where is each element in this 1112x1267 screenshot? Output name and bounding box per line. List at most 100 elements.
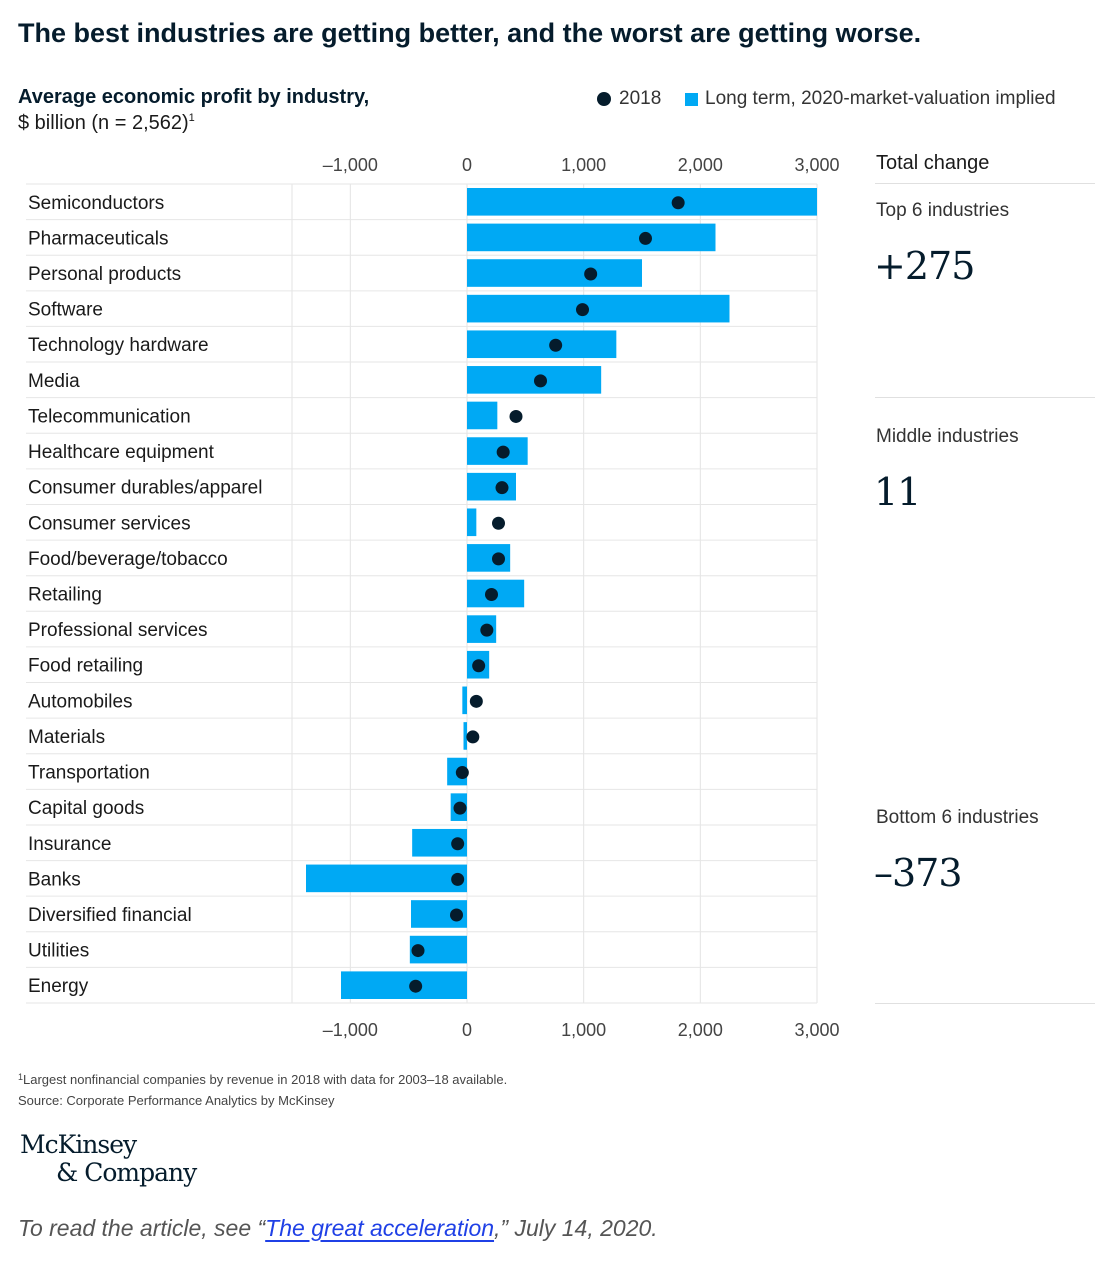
total-change-header: Total change [876,152,990,174]
category-label: Healthcare equipment [28,442,215,463]
dot-2018 [496,445,510,459]
dot-2018 [455,766,469,780]
dot-2018 [472,659,486,673]
bar [467,401,498,430]
dot-2018 [466,730,480,744]
category-label: Utilities [28,941,89,962]
legend-dot-icon [597,92,611,106]
category-label: Insurance [28,834,111,855]
x-tick-label-top: 2,000 [678,155,723,175]
bar [467,188,817,216]
x-tick-label-bottom: 1,000 [561,1020,606,1040]
footnote: 1Largest nonfinancial companies by reven… [18,1070,507,1110]
bar [467,472,516,501]
bar-chart: –1,000 –1,000 0 0 1,000 1,000 2,000 2,000 3,000 3… [26,155,840,1040]
category-label: Telecommunication [28,406,191,427]
dot-2018 [639,231,652,245]
bar [462,686,467,715]
category-label: Automobiles [28,691,133,712]
category-label: Diversified financial [28,905,192,926]
dot-2018 [451,872,465,886]
x-tick-label-bottom: 3,000 [794,1020,839,1040]
bar [341,971,467,999]
dot-2018 [451,837,465,851]
bar [306,864,467,893]
group-value-bottom: –373 [874,851,963,895]
footnote-marker: 1 [188,112,195,124]
read-more: To read the article, see “The great acce… [18,1215,658,1242]
category-label: Materials [28,727,105,748]
x-tick-label-bottom: 2,000 [678,1020,723,1040]
dot-2018 [492,552,505,566]
logo-line-2: & Company [56,1158,197,1187]
dot-2018 [450,908,463,922]
category-label: Consumer durables/apparel [28,478,262,499]
category-label: Technology hardware [28,335,209,356]
read-more-prefix: To read the article, see “ [18,1215,266,1241]
group-value-top: +275 [874,244,975,288]
chart-subtitle-text: $ billion (n = 2,562) [18,112,189,134]
x-tick-label-top: 0 [462,155,472,175]
group-label-top: Top 6 industries [876,200,1010,221]
side-divider [875,183,1095,184]
category-label: Banks [28,869,81,890]
x-tick-label-top: –1,000 [323,155,378,175]
bar [467,223,716,252]
dot-2018 [411,944,425,958]
side-divider [875,397,1095,398]
category-label: Personal products [28,264,181,285]
group-label-bottom: Bottom 6 industries [876,807,1039,828]
source-text: Source: Corporate Performance Analytics … [18,1093,335,1108]
dot-2018 [495,481,509,495]
footnote-number: 1 [18,1072,24,1082]
dot-2018 [549,338,563,352]
side-divider [875,1003,1095,1004]
x-tick-label-top: 1,000 [561,155,606,175]
dot-2018 [584,267,598,281]
bar [467,259,642,287]
group-value-middle: 11 [874,470,921,514]
category-label: Capital goods [28,798,144,819]
dot-2018 [485,588,498,601]
category-label: Consumer services [28,513,191,534]
footnote-text: Largest nonfinancial companies by revenu… [23,1072,508,1087]
chart-title: Average economic profit by industry, [18,86,370,108]
chart-subtitle: $ billion (n = 2,562)1 [18,112,195,135]
dot-2018 [671,196,685,210]
category-label: Semiconductors [28,193,164,214]
category-label: Professional services [28,620,208,641]
read-more-suffix: ,” July 14, 2020. [494,1215,658,1241]
bar [467,294,730,323]
bar [463,722,467,750]
category-label: Media [28,371,80,392]
x-tick-label-bottom: 0 [462,1020,472,1040]
logo-line-1: McKinsey [20,1130,137,1159]
dot-2018 [453,801,467,815]
legend-item-2018: 2018 [597,88,661,110]
dot-2018 [576,303,589,317]
group-label-middle: Middle industries [876,426,1019,447]
category-label: Food retailing [28,656,143,677]
category-label: Transportation [28,763,150,784]
legend-item-long-term: Long term, 2020-market-valuation implied [685,88,1056,110]
bar [467,330,617,359]
article-link[interactable]: The great acceleration [265,1215,495,1241]
mckinsey-logo: McKinsey & Company [20,1130,197,1187]
x-tick-label-bottom: –1,000 [323,1020,378,1040]
dot-2018 [492,516,505,530]
x-tick-label-top: 3,000 [794,155,839,175]
category-label: Pharmaceuticals [28,228,168,249]
dot-2018 [469,694,483,708]
dot-2018 [534,374,547,388]
headline: The best industries are getting better, … [18,18,922,48]
dot-2018 [409,979,423,993]
category-label: Software [28,300,103,321]
dot-2018 [509,409,523,423]
category-label: Food/beverage/tobacco [28,549,228,570]
bar [467,508,477,537]
category-label: Retailing [28,585,102,606]
dot-2018 [480,623,494,637]
category-label: Energy [28,976,89,997]
legend-label-2018: 2018 [619,88,662,109]
legend-label-long-term: Long term, 2020-market-valuation implied [705,88,1056,109]
